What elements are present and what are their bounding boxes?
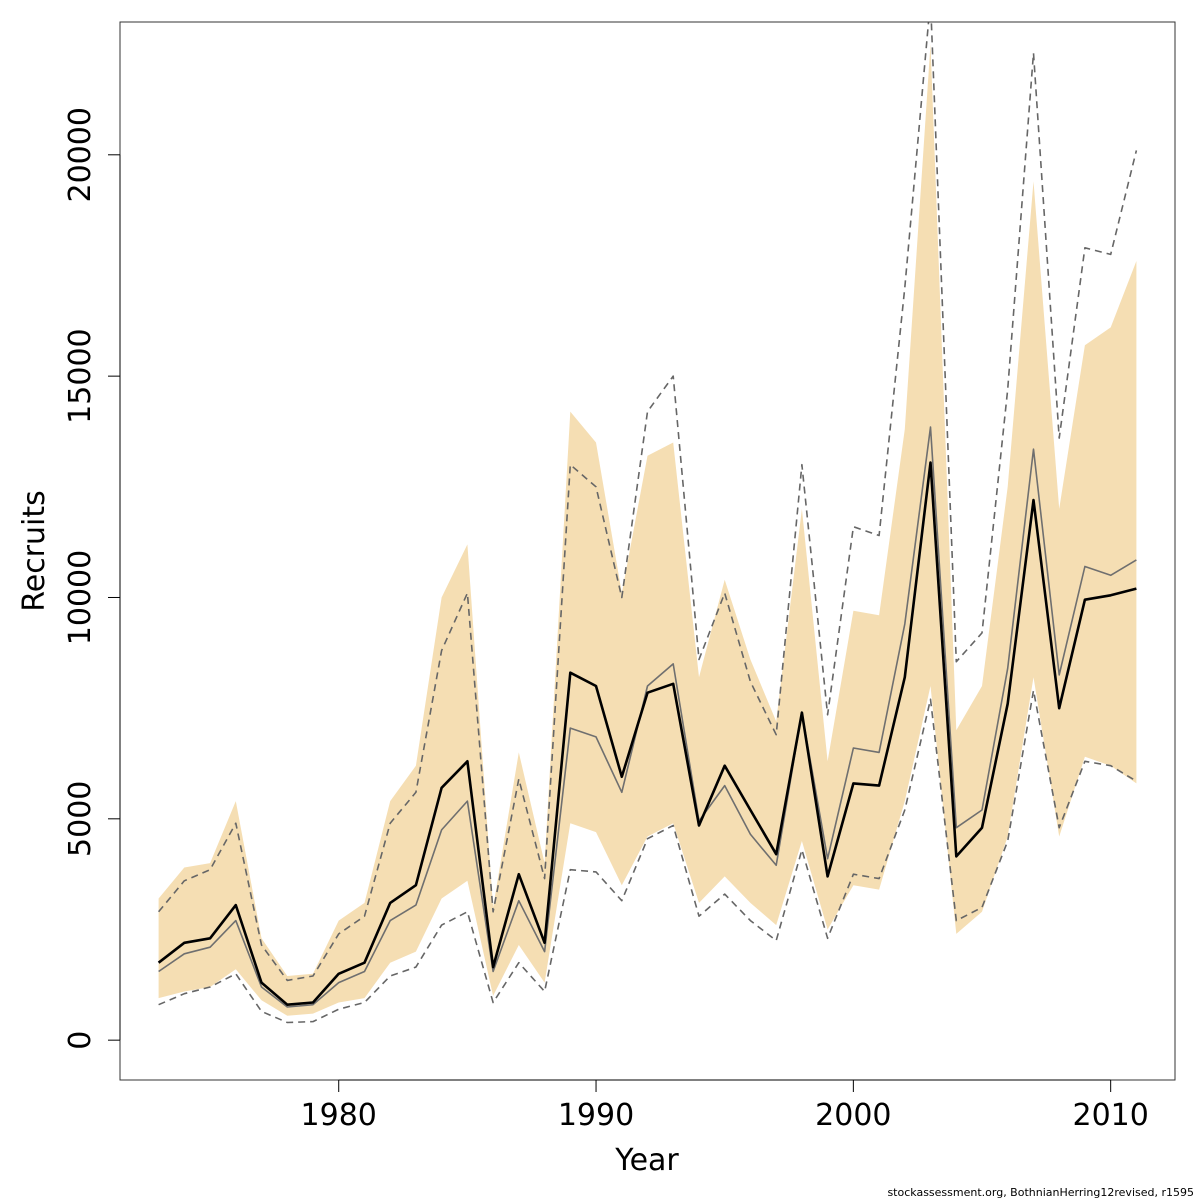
confidence-band (158, 44, 1137, 1016)
y-axis: 0 5000 10000 15000 20000 (63, 107, 121, 1050)
lower-bound-dashed-line (158, 689, 1137, 1024)
x-tick-label: 1990 (558, 1098, 634, 1133)
x-tick-label: 1980 (301, 1098, 377, 1133)
y-tick-label: 20000 (63, 107, 98, 202)
plot-area (157, 22, 1138, 1024)
upper-bound-dashed-line (157, 22, 1138, 982)
y-tick-label: 0 (63, 1031, 98, 1050)
estimate-line (157, 461, 1137, 1007)
y-axis-title: Recruits (17, 490, 52, 612)
x-tick-label: 2000 (815, 1098, 891, 1133)
x-axis-title: Year (614, 1143, 679, 1178)
footnote: stockassessment.org, BothnianHerring12re… (887, 1186, 1194, 1199)
x-axis: 1980 1990 2000 2010 (301, 1079, 1149, 1133)
secondary-estimate-line (158, 426, 1137, 1008)
y-tick-label: 15000 (63, 328, 98, 423)
x-tick-label: 2010 (1072, 1098, 1148, 1133)
y-tick-label: 10000 (63, 550, 98, 645)
y-tick-label: 5000 (63, 781, 98, 857)
